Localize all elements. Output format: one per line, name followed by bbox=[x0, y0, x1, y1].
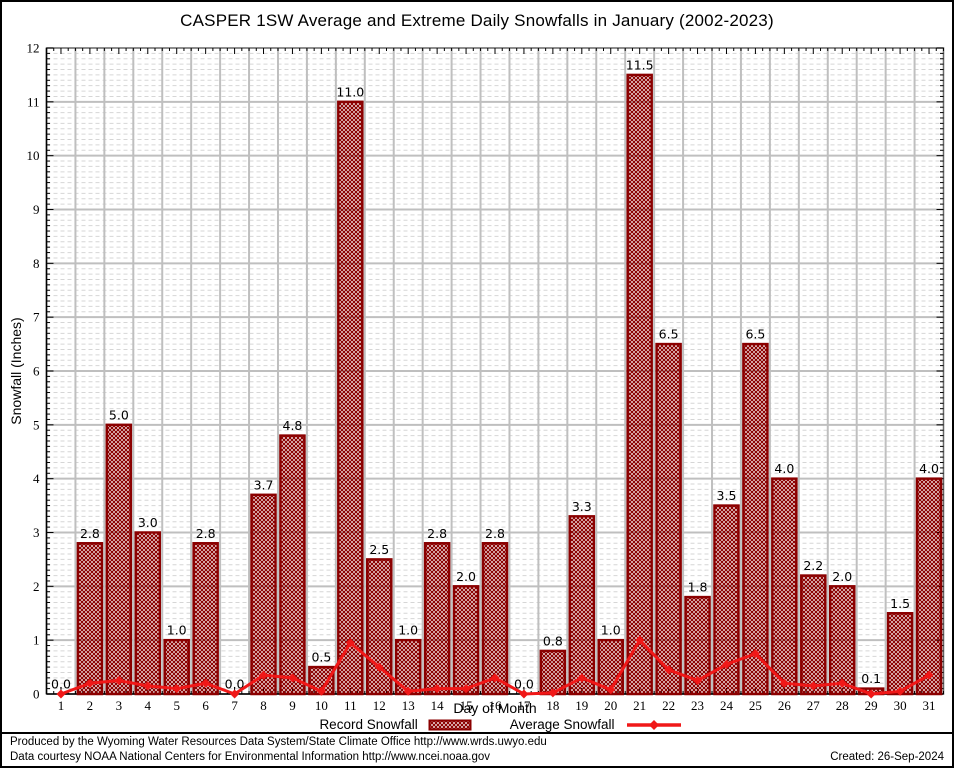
svg-text:1.0: 1.0 bbox=[398, 623, 418, 638]
svg-text:20: 20 bbox=[604, 698, 617, 713]
svg-text:0.5: 0.5 bbox=[311, 650, 331, 665]
svg-text:1: 1 bbox=[33, 633, 40, 648]
svg-text:3: 3 bbox=[116, 698, 123, 713]
svg-text:18: 18 bbox=[546, 698, 559, 713]
svg-text:4: 4 bbox=[145, 698, 152, 713]
svg-text:12: 12 bbox=[373, 698, 386, 713]
svg-text:24: 24 bbox=[720, 698, 734, 713]
svg-text:0: 0 bbox=[33, 687, 40, 702]
svg-text:1.0: 1.0 bbox=[167, 623, 187, 638]
svg-text:5: 5 bbox=[173, 698, 180, 713]
svg-text:3: 3 bbox=[33, 525, 40, 540]
svg-text:11.5: 11.5 bbox=[626, 57, 654, 72]
svg-text:12: 12 bbox=[27, 41, 40, 56]
svg-text:0.8: 0.8 bbox=[543, 633, 563, 648]
svg-text:2.8: 2.8 bbox=[80, 526, 100, 541]
svg-text:31: 31 bbox=[923, 698, 936, 713]
svg-text:2.2: 2.2 bbox=[803, 558, 823, 573]
svg-text:16: 16 bbox=[489, 698, 503, 713]
svg-text:7: 7 bbox=[33, 310, 40, 325]
footer: Produced by the Wyoming Water Resources … bbox=[2, 732, 952, 766]
svg-text:5: 5 bbox=[33, 417, 40, 432]
svg-text:2: 2 bbox=[87, 698, 94, 713]
svg-text:30: 30 bbox=[894, 698, 907, 713]
svg-text:1.8: 1.8 bbox=[688, 580, 708, 595]
svg-text:1.5: 1.5 bbox=[890, 596, 910, 611]
svg-text:10: 10 bbox=[315, 698, 328, 713]
svg-text:2.0: 2.0 bbox=[456, 569, 476, 584]
svg-text:23: 23 bbox=[691, 698, 704, 713]
svg-text:8: 8 bbox=[33, 256, 40, 271]
svg-text:17: 17 bbox=[517, 698, 531, 713]
svg-text:9: 9 bbox=[33, 202, 40, 217]
svg-text:21: 21 bbox=[633, 698, 646, 713]
svg-text:9: 9 bbox=[289, 698, 296, 713]
x-axis-label: Day of Month bbox=[453, 700, 537, 716]
svg-text:13: 13 bbox=[402, 698, 415, 713]
svg-text:10: 10 bbox=[27, 148, 40, 163]
svg-text:4.0: 4.0 bbox=[919, 461, 939, 476]
svg-text:8: 8 bbox=[260, 698, 267, 713]
footer-created-text: Created: 26-Sep-2024 bbox=[830, 751, 944, 763]
svg-text:11: 11 bbox=[27, 94, 40, 109]
svg-text:6.5: 6.5 bbox=[745, 327, 765, 342]
svg-text:3.7: 3.7 bbox=[254, 477, 274, 492]
footer-source-text: Data courtesy NOAA National Centers for … bbox=[10, 751, 491, 763]
svg-text:19: 19 bbox=[575, 698, 588, 713]
svg-text:6: 6 bbox=[33, 364, 40, 379]
svg-text:2.8: 2.8 bbox=[485, 526, 505, 541]
svg-text:1.0: 1.0 bbox=[601, 623, 621, 638]
record-bar-swatch-icon bbox=[428, 719, 472, 730]
svg-text:2: 2 bbox=[33, 579, 40, 594]
chart-title: CASPER 1SW Average and Extreme Daily Sno… bbox=[180, 11, 774, 30]
svg-text:26: 26 bbox=[778, 698, 792, 713]
svg-text:3.3: 3.3 bbox=[572, 499, 592, 514]
svg-text:7: 7 bbox=[231, 698, 238, 713]
svg-text:22: 22 bbox=[662, 698, 675, 713]
svg-text:27: 27 bbox=[807, 698, 821, 713]
svg-text:28: 28 bbox=[836, 698, 849, 713]
svg-text:0.0: 0.0 bbox=[225, 677, 245, 692]
svg-text:15: 15 bbox=[460, 698, 473, 713]
legend-record-label: Record Snowfall bbox=[319, 717, 418, 732]
svg-text:5.0: 5.0 bbox=[109, 407, 129, 422]
svg-text:1: 1 bbox=[58, 698, 65, 713]
svg-text:4.8: 4.8 bbox=[283, 418, 303, 433]
svg-text:29: 29 bbox=[865, 698, 878, 713]
svg-text:0.0: 0.0 bbox=[51, 677, 71, 692]
svg-text:11.0: 11.0 bbox=[336, 84, 364, 99]
footer-producer-text: Produced by the Wyoming Water Resources … bbox=[10, 736, 547, 748]
svg-text:25: 25 bbox=[749, 698, 762, 713]
legend-average-label: Average Snowfall bbox=[509, 717, 615, 732]
svg-text:6: 6 bbox=[202, 698, 209, 713]
svg-text:14: 14 bbox=[431, 698, 445, 713]
svg-text:6.5: 6.5 bbox=[659, 327, 679, 342]
svg-text:0.1: 0.1 bbox=[861, 671, 881, 686]
svg-text:4: 4 bbox=[33, 471, 40, 486]
average-line-swatch-icon bbox=[626, 719, 681, 730]
svg-text:3.5: 3.5 bbox=[717, 488, 737, 503]
chart-legend: Record Snowfall Average Snowfall bbox=[52, 717, 950, 732]
svg-text:2.8: 2.8 bbox=[427, 526, 447, 541]
svg-text:2.5: 2.5 bbox=[369, 542, 389, 557]
svg-text:2.8: 2.8 bbox=[196, 526, 216, 541]
y-axis-label: Snowfall (Inches) bbox=[8, 317, 24, 425]
svg-text:4.0: 4.0 bbox=[774, 461, 794, 476]
svg-text:3.0: 3.0 bbox=[138, 515, 158, 530]
svg-text:0.0: 0.0 bbox=[514, 677, 534, 692]
svg-text:2.0: 2.0 bbox=[832, 569, 852, 584]
svg-text:11: 11 bbox=[344, 698, 357, 713]
